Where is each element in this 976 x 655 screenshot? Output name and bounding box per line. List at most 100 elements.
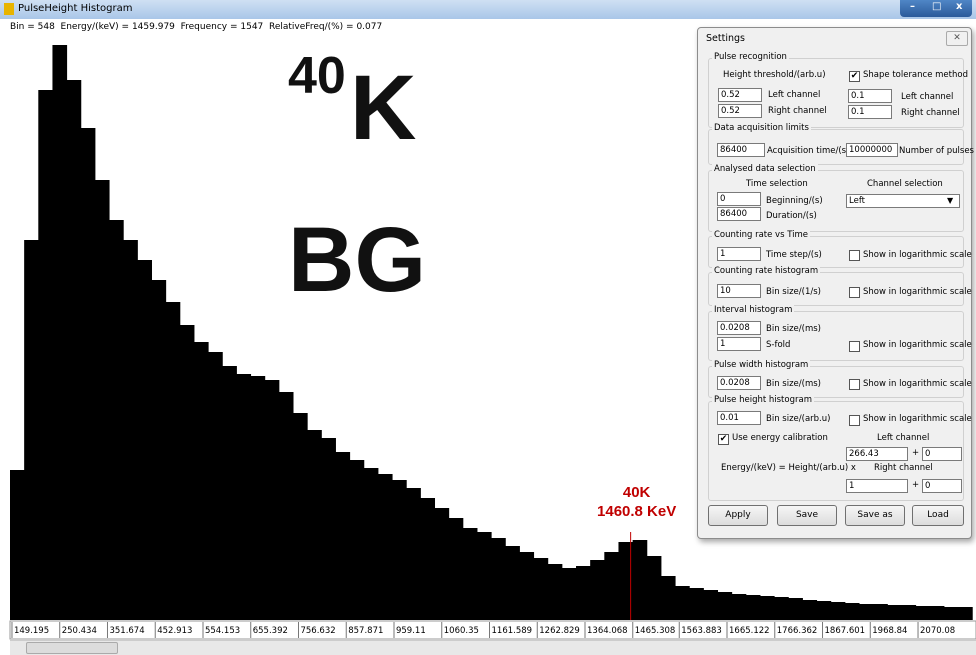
histogram-bar <box>349 460 365 620</box>
x-tick-label: 1262.829 <box>539 626 580 636</box>
button[interactable]: Save as <box>845 505 905 526</box>
histogram-bar <box>802 600 818 620</box>
input[interactable]: 86400 <box>717 207 761 221</box>
histogram-bar <box>561 568 577 620</box>
x-tick-label: 1161.589 <box>492 626 533 636</box>
x-tick-label: 1465.308 <box>635 626 676 636</box>
axis-row <box>9 620 976 640</box>
input[interactable]: 0 <box>922 447 962 461</box>
x-tick-label: 1060.35 <box>444 626 479 636</box>
input[interactable]: 0.52 <box>718 104 762 118</box>
histogram-bar <box>179 325 195 620</box>
label: Right channel <box>874 463 933 473</box>
input[interactable]: 0.0208 <box>717 321 761 335</box>
scrollbar[interactable] <box>10 640 976 655</box>
input[interactable]: 266.43 <box>846 447 908 461</box>
histogram-bar <box>929 606 945 620</box>
x-tick-label: 655.392 <box>253 626 288 636</box>
histogram-bar <box>66 80 82 620</box>
x-tick-label: 2070.08 <box>920 626 955 636</box>
group-title: Pulse height histogram <box>712 395 814 406</box>
scroll-thumb[interactable] <box>26 642 118 654</box>
histogram-bar <box>731 594 747 620</box>
group-title: Pulse width histogram <box>712 360 811 371</box>
input[interactable]: 0.0208 <box>717 376 761 390</box>
histogram-bar <box>94 180 110 620</box>
histogram-bar <box>618 542 634 620</box>
histogram-bar <box>293 413 308 620</box>
x-tick-label: 452.913 <box>157 626 192 636</box>
label: + <box>912 448 920 458</box>
dropdown[interactable]: Left <box>846 194 960 208</box>
label: Show in logarithmic scale <box>863 250 972 260</box>
histogram-bar <box>434 508 450 620</box>
histogram-bar <box>632 540 648 620</box>
title-bar <box>0 0 976 19</box>
input[interactable]: 1 <box>717 337 761 351</box>
settings-dialog: Settings ✕ Pulse recognition Height thre… <box>697 27 974 539</box>
x-tick-label: 1364.068 <box>587 626 628 636</box>
x-tick-label: 1867.601 <box>825 626 866 636</box>
label: Use energy calibration <box>732 433 828 443</box>
input[interactable]: 0.01 <box>717 411 761 425</box>
input[interactable]: 86400 <box>717 143 765 157</box>
input[interactable]: 10000000 <box>846 143 898 157</box>
histogram-bar <box>476 532 492 620</box>
input[interactable]: 0 <box>717 192 761 206</box>
histogram-bar <box>943 607 959 620</box>
input[interactable]: 0.1 <box>848 89 892 103</box>
input[interactable]: 1 <box>846 479 908 493</box>
checkbox[interactable] <box>849 287 860 298</box>
histogram-bar <box>689 588 704 620</box>
label: Shape tolerance method <box>863 70 968 80</box>
input[interactable]: 0.52 <box>718 88 762 102</box>
histogram-bar <box>193 342 209 620</box>
button[interactable]: Apply <box>708 505 768 526</box>
input[interactable]: 0.1 <box>848 105 892 119</box>
label: Show in logarithmic scale <box>863 287 972 297</box>
label: Show in logarithmic scale <box>863 340 972 350</box>
group-box <box>708 311 964 361</box>
histogram-bar <box>377 474 393 620</box>
group-title: Counting rate vs Time <box>712 230 811 241</box>
group-box <box>708 401 964 501</box>
histogram-bar <box>703 590 719 620</box>
checkbox[interactable]: ✔ <box>718 434 729 445</box>
histogram-bar <box>321 438 336 620</box>
button[interactable]: Save <box>777 505 837 526</box>
histogram-bar <box>859 604 874 620</box>
histogram-bar <box>816 601 832 620</box>
label: Height threshold/(arb.u) <box>723 70 826 80</box>
checkbox[interactable] <box>849 379 860 390</box>
button[interactable]: Load <box>912 505 964 526</box>
histogram-bar <box>137 260 153 620</box>
histogram-bar <box>717 592 733 620</box>
checkbox[interactable] <box>849 341 860 352</box>
checkbox[interactable] <box>849 415 860 426</box>
histogram-bar <box>604 552 619 620</box>
x-tick-label: 149.195 <box>14 626 49 636</box>
histogram-bar <box>208 352 223 620</box>
histogram-bar <box>788 598 803 620</box>
window-buttons[interactable]: – □ x <box>900 0 972 17</box>
x-tick-label: 1665.122 <box>729 626 770 636</box>
input[interactable]: 1 <box>717 247 761 261</box>
close-button[interactable]: ✕ <box>946 31 968 46</box>
checkbox[interactable] <box>849 250 860 261</box>
histogram-bar <box>236 374 252 620</box>
input[interactable]: 10 <box>717 284 761 298</box>
histogram-bar <box>774 597 789 620</box>
checkbox[interactable]: ✔ <box>849 71 860 82</box>
histogram-bar <box>448 518 464 620</box>
x-tick-label: 250.434 <box>62 626 97 636</box>
group-title: Interval histogram <box>712 305 795 316</box>
label: Energy/(keV) = Height/(arb.u) x <box>721 463 856 473</box>
group-box <box>708 236 964 268</box>
isotope-symbol: K <box>350 57 417 159</box>
dropdown-arrow[interactable]: ▼ <box>947 196 954 205</box>
label: Bin size/(ms) <box>766 379 821 389</box>
histogram-bar <box>278 392 294 620</box>
group-title: Analysed data selection <box>712 164 818 175</box>
input[interactable]: 0 <box>922 479 962 493</box>
